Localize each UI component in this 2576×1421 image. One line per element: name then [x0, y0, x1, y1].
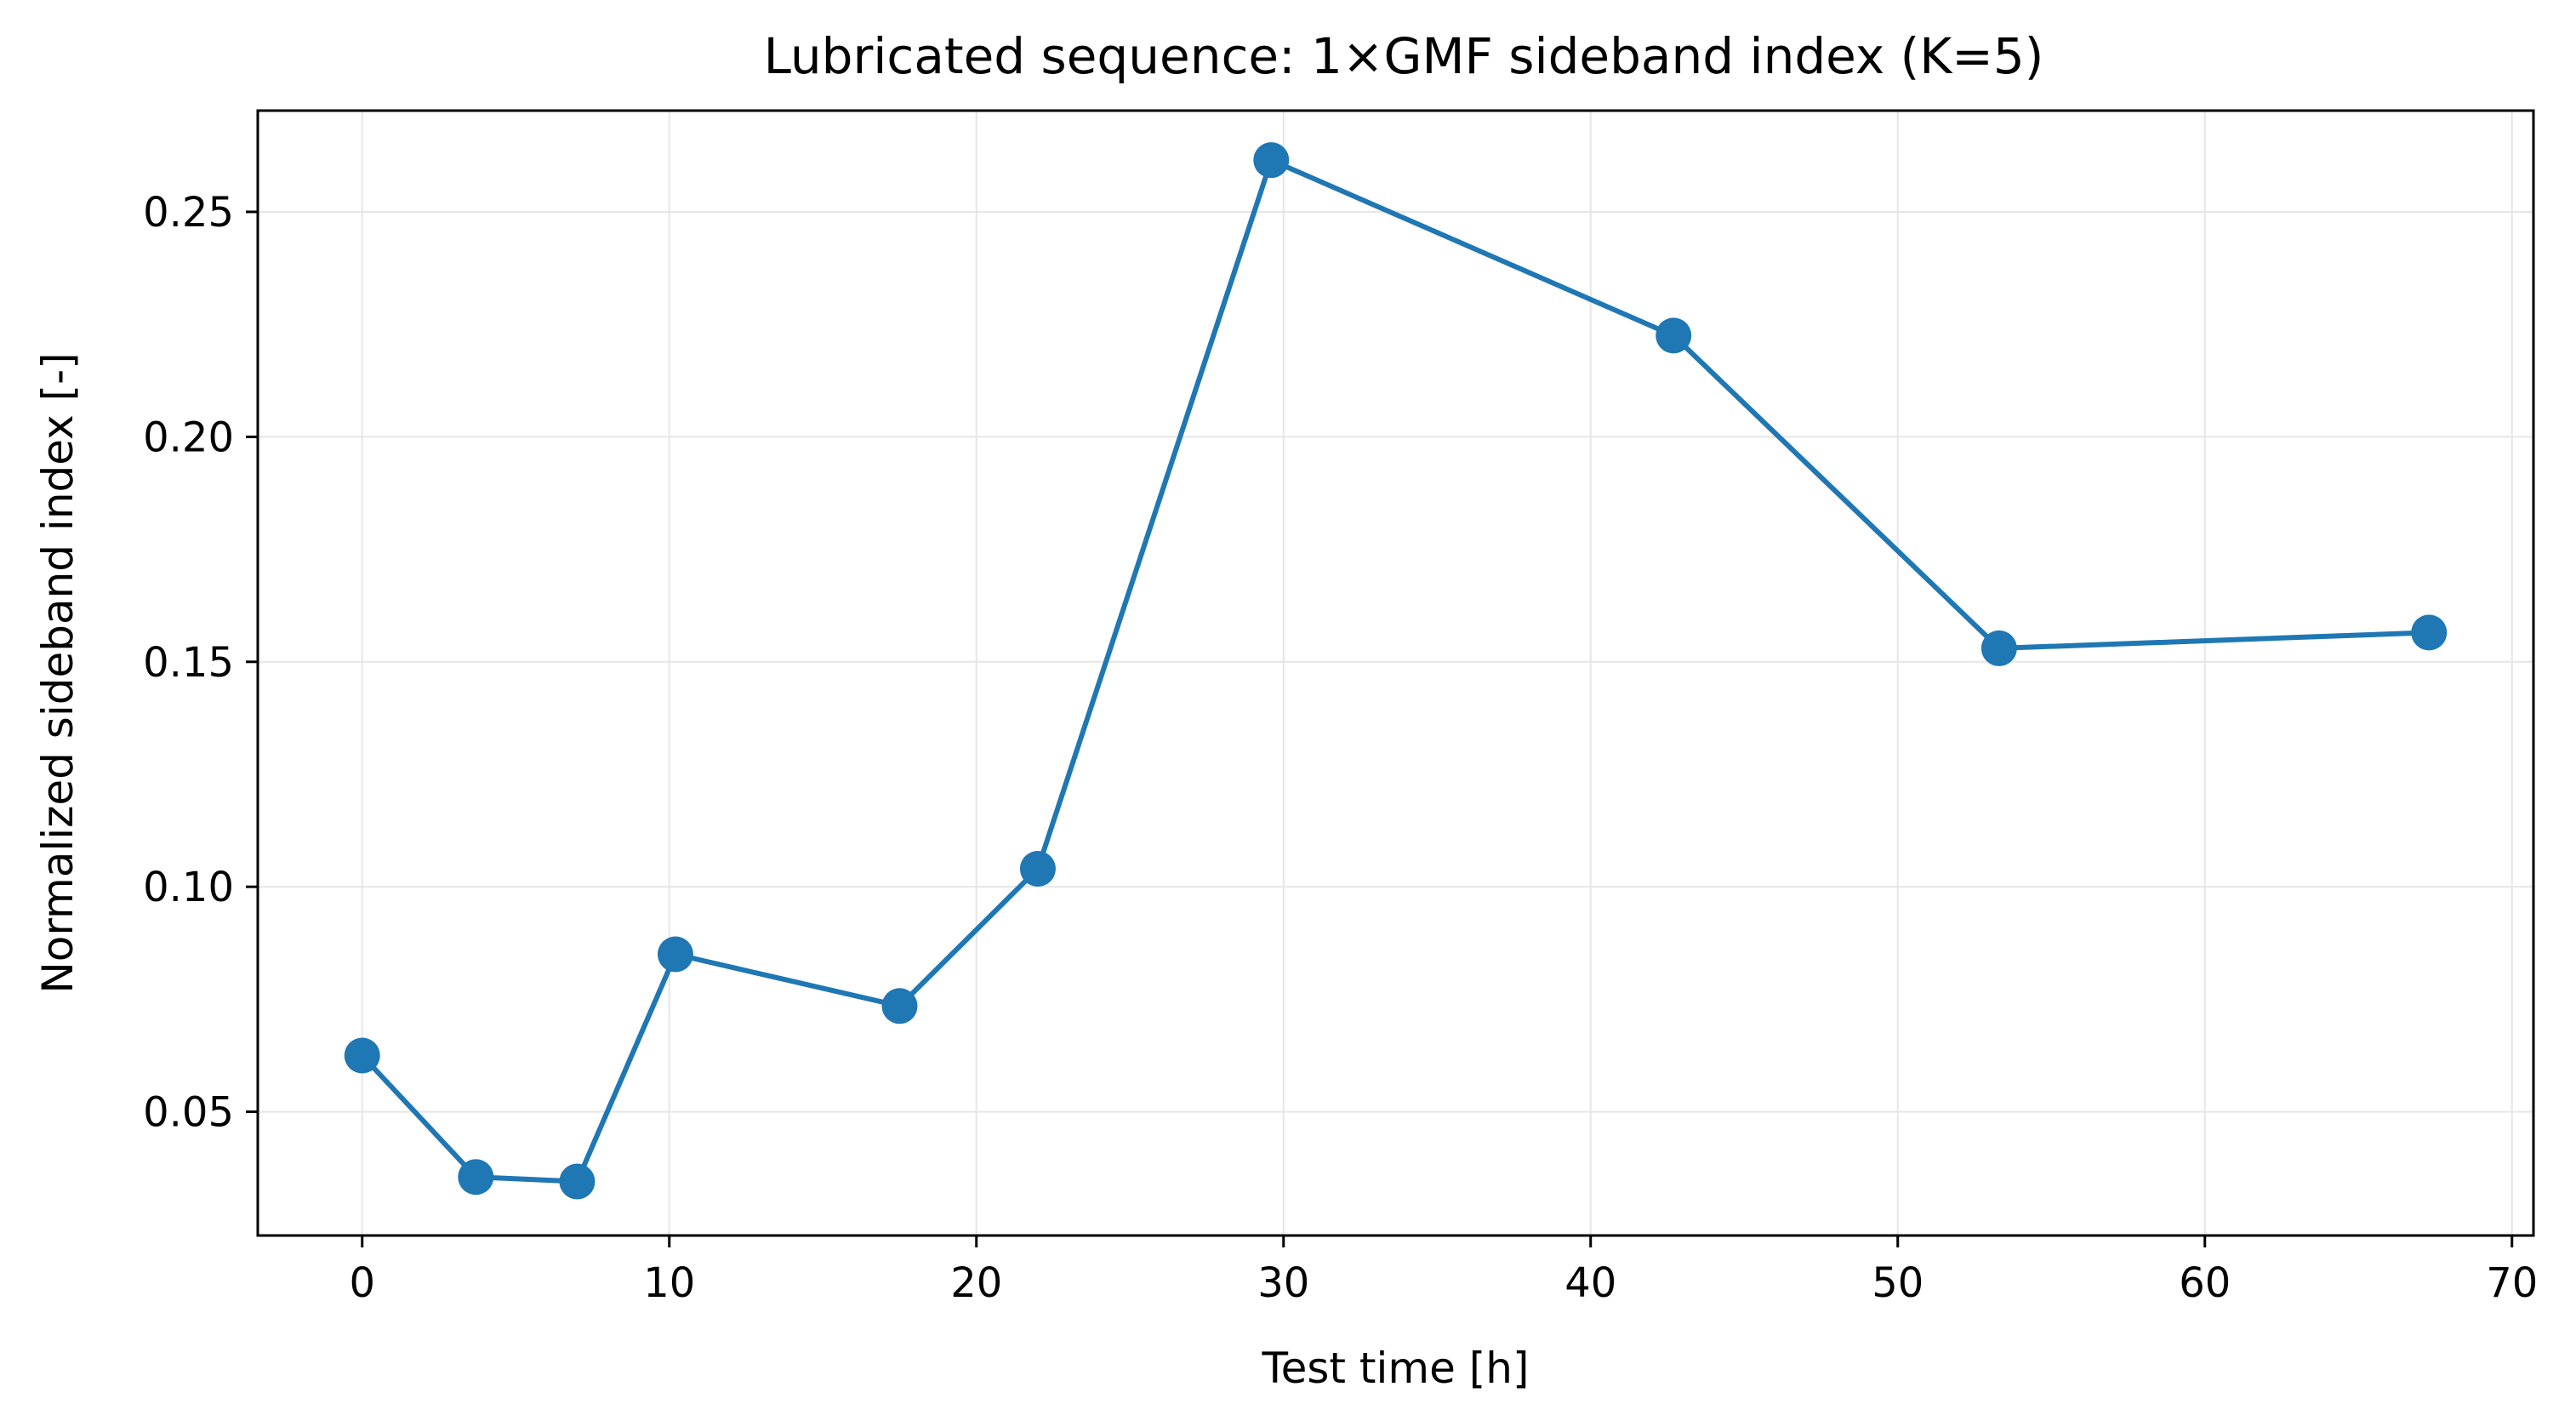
- x-tick-label: 40: [1564, 1259, 1616, 1307]
- y-axis-label: Normalized sideband index [-]: [33, 352, 83, 993]
- x-tick-label: 70: [2486, 1259, 2538, 1307]
- data-point: [657, 936, 693, 973]
- data-point: [1253, 142, 1290, 179]
- data-point: [559, 1163, 596, 1200]
- x-tick-label: 20: [950, 1259, 1002, 1307]
- x-tick-label: 60: [2179, 1259, 2231, 1307]
- plot-area: [256, 109, 2535, 1237]
- y-tick-label: 0.25: [143, 189, 234, 237]
- data-point: [344, 1037, 380, 1074]
- x-tick-label: 30: [1257, 1259, 1309, 1307]
- series-line: [360, 157, 2430, 1184]
- data-point: [1980, 630, 2017, 666]
- y-tick-label: 0.15: [143, 639, 234, 687]
- y-tick-label: 0.05: [143, 1089, 234, 1137]
- x-tick-label: 0: [349, 1259, 375, 1307]
- axis-ticks: 0 10 20 30 40 50 60 70 0.05 0.10 0.15 0.20 0.25: [143, 189, 2538, 1307]
- data-point: [458, 1159, 494, 1196]
- series-layer: [344, 142, 2448, 1200]
- y-tick-label: 0.20: [143, 414, 234, 461]
- y-tick-label: 0.10: [143, 864, 234, 911]
- x-tick-label: 50: [1872, 1259, 1923, 1307]
- data-point: [881, 988, 918, 1024]
- chart-title: Lubricated sequence: 1×GMF sideband inde…: [764, 27, 2044, 85]
- data-point: [1656, 317, 1692, 354]
- data-point: [2411, 614, 2448, 651]
- x-tick-label: 10: [643, 1259, 695, 1307]
- data-point: [1019, 851, 1056, 887]
- x-axis-label: Test time [h]: [1262, 1344, 1530, 1393]
